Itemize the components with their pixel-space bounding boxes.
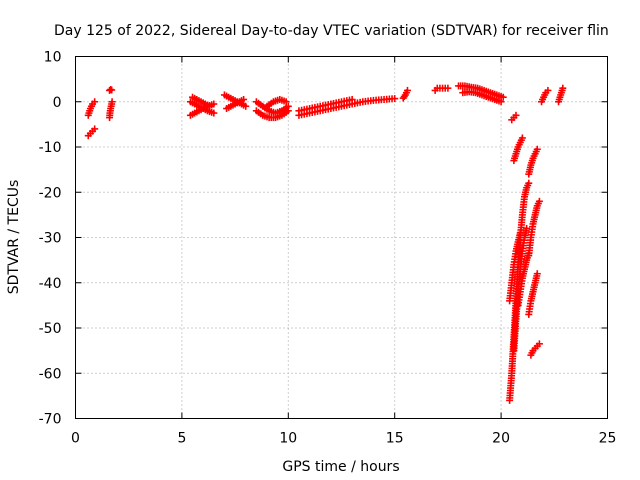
data-point [533, 270, 541, 278]
x-tick-label: 25 [599, 431, 617, 447]
y-tick-label: 10 [44, 50, 62, 66]
x-axis-title: GPS time / hours [282, 459, 399, 475]
data-point [512, 111, 520, 119]
data-point [559, 84, 567, 92]
data-point [523, 224, 531, 232]
y-tick-label: -30 [39, 231, 62, 247]
chart-title: Day 125 of 2022, Sidereal Day-to-day VTE… [54, 23, 609, 39]
data-point [535, 197, 543, 205]
data-point [444, 84, 452, 92]
data-point [240, 95, 248, 103]
y-tick-label: -20 [39, 185, 62, 201]
x-tick-label: 15 [386, 431, 404, 447]
data-point [544, 86, 552, 94]
data-point [403, 86, 411, 94]
y-tick-label: -10 [39, 140, 62, 156]
y-axis-title: SDTVAR / TECUs [6, 180, 22, 295]
y-tick-label: -70 [39, 412, 62, 428]
x-tick-labels: 0 5 10 15 20 25 [71, 431, 616, 447]
data-point [242, 102, 250, 110]
y-tick-label: -50 [39, 321, 62, 337]
x-tick-label: 20 [492, 431, 510, 447]
data-point [282, 98, 290, 106]
plot-frame [75, 56, 608, 419]
data-points [84, 82, 567, 404]
data-point [210, 100, 218, 108]
data-point [108, 86, 116, 94]
grid-lines [75, 56, 608, 419]
y-tick-label: 0 [53, 95, 62, 111]
y-tick-label: -60 [39, 366, 62, 382]
data-point [391, 95, 399, 103]
data-point [91, 98, 99, 106]
data-point [284, 107, 292, 115]
data-point [108, 98, 116, 106]
data-point [499, 93, 507, 101]
data-point [497, 98, 505, 106]
x-tick-label: 5 [177, 431, 186, 447]
x-tick-label: 10 [279, 431, 297, 447]
x-tick-label: 0 [71, 431, 80, 447]
data-point [533, 145, 541, 153]
data-point [525, 249, 533, 257]
data-point [516, 229, 524, 237]
data-point [348, 95, 356, 103]
data-point [535, 340, 543, 348]
y-tick-label: -40 [39, 276, 62, 292]
data-point [525, 179, 533, 187]
data-point [518, 134, 526, 142]
y-tick-labels: 10 0 -10 -20 -30 -40 -50 -60 -70 [39, 50, 62, 428]
data-point [91, 125, 99, 133]
data-point [210, 109, 218, 117]
data-point [206, 102, 214, 110]
